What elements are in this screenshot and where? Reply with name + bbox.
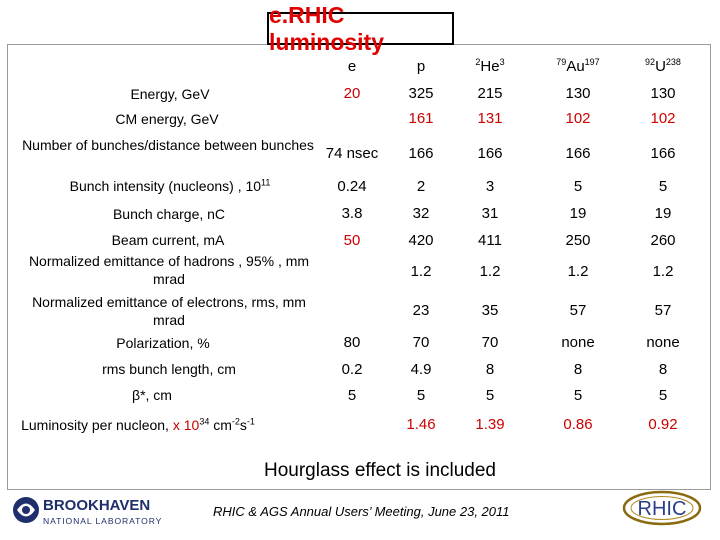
table-cell: 23 [412,302,430,319]
row-label: Normalized emittance of hadrons , 95% , … [28,253,310,287]
table-cell: 131 [477,110,503,127]
column-header: 2He3 [475,57,505,76]
table-cell: 0.86 [563,416,593,433]
table-cell: 1.46 [406,416,436,433]
table-cell: 5 [485,387,495,404]
bnl-logo-name: BROOKHAVEN [43,497,150,514]
table-cell: 5 [573,178,583,195]
table-cell: 5 [416,387,426,404]
table-cell: 70 [481,334,499,351]
hourglass-note: Hourglass effect is included [264,460,496,481]
table-cell: 5 [658,387,668,404]
table-cell: 130 [565,85,591,102]
table-cell: 80 [343,334,361,351]
brookhaven-logo: BROOKHAVEN NATIONAL LABORATORY [13,497,162,526]
table-cell: 4.9 [410,361,432,378]
table-cell: 325 [408,85,434,102]
table-cell: 70 [412,334,430,351]
table-cell: 8 [658,361,668,378]
table-cell: 102 [650,110,676,127]
table-cell: 20 [343,85,361,102]
table-cell: 5 [658,178,668,195]
table-cell: 1.2 [652,263,674,280]
table-cell: 0.24 [337,178,367,195]
table-cell: 1.2 [410,263,432,280]
rhic-logo: RHIC [622,490,702,526]
table-cell: 5 [573,387,583,404]
table-cell: 102 [565,110,591,127]
table-cell: 3 [485,178,495,195]
table-cell: 250 [565,232,591,249]
footer-text: RHIC & AGS Annual Users’ Meeting, June 2… [213,504,510,519]
table-cell: 8 [485,361,495,378]
table-cell: 215 [477,85,503,102]
bnl-logo-subtitle: NATIONAL LABORATORY [43,516,162,526]
slide-title: e.RHIC luminosity [267,2,454,55]
row-label: β*, cm [132,387,172,403]
row-label: Normalized emittance of electrons, rms, … [32,294,306,328]
table-cell: 166 [408,145,434,162]
table-cell: 1.39 [475,416,505,433]
row-label: Bunch intensity (nucleons) , 1011 [69,177,271,194]
table-cell: 50 [343,232,361,249]
column-header: 79Au197 [556,57,600,76]
table-cell: 57 [569,302,587,319]
table-cell: 0.92 [648,416,678,433]
row-label: Number of bunches/distance between bunch… [22,137,314,153]
table-cell: 19 [654,205,672,222]
table-cell: 74 nsec [325,145,379,162]
column-header: e [347,58,357,75]
table-cell: 5 [347,387,357,404]
table-cell: 35 [481,302,499,319]
row-label: CM energy, GeV [115,111,219,127]
table-cell: 8 [573,361,583,378]
table-cell: 31 [481,205,499,222]
table-cell: none [561,334,595,351]
table-cell: 166 [650,145,676,162]
row-label: Beam current, mA [111,232,225,248]
table-cell: 19 [569,205,587,222]
column-header: p [416,58,426,75]
column-header: 92U238 [645,57,681,76]
table-cell: 57 [654,302,672,319]
table-cell: 166 [477,145,503,162]
table-cell: 166 [565,145,591,162]
row-label: Bunch charge, nC [112,206,226,222]
table-cell: 420 [408,232,434,249]
row-label: Luminosity per nucleon, x 1034 cm-2s-1 [21,416,255,433]
table-cell: 0.2 [341,361,363,378]
table-cell: 1.2 [567,263,589,280]
table-cell: none [646,334,680,351]
table-cell: 130 [650,85,676,102]
table-cell: 411 [478,232,502,249]
table-cell: 32 [412,205,430,222]
table-cell: 2 [416,178,426,195]
table-cell: 161 [408,110,434,127]
table-cell: 1.2 [479,263,501,280]
table-cell: 260 [650,232,676,249]
row-label: Polarization, % [116,335,210,351]
row-label: rms bunch length, cm [102,361,236,377]
rhic-logo-text: RHIC [638,498,687,520]
row-label: Energy, GeV [130,86,210,102]
table-cell: 3.8 [341,205,363,222]
